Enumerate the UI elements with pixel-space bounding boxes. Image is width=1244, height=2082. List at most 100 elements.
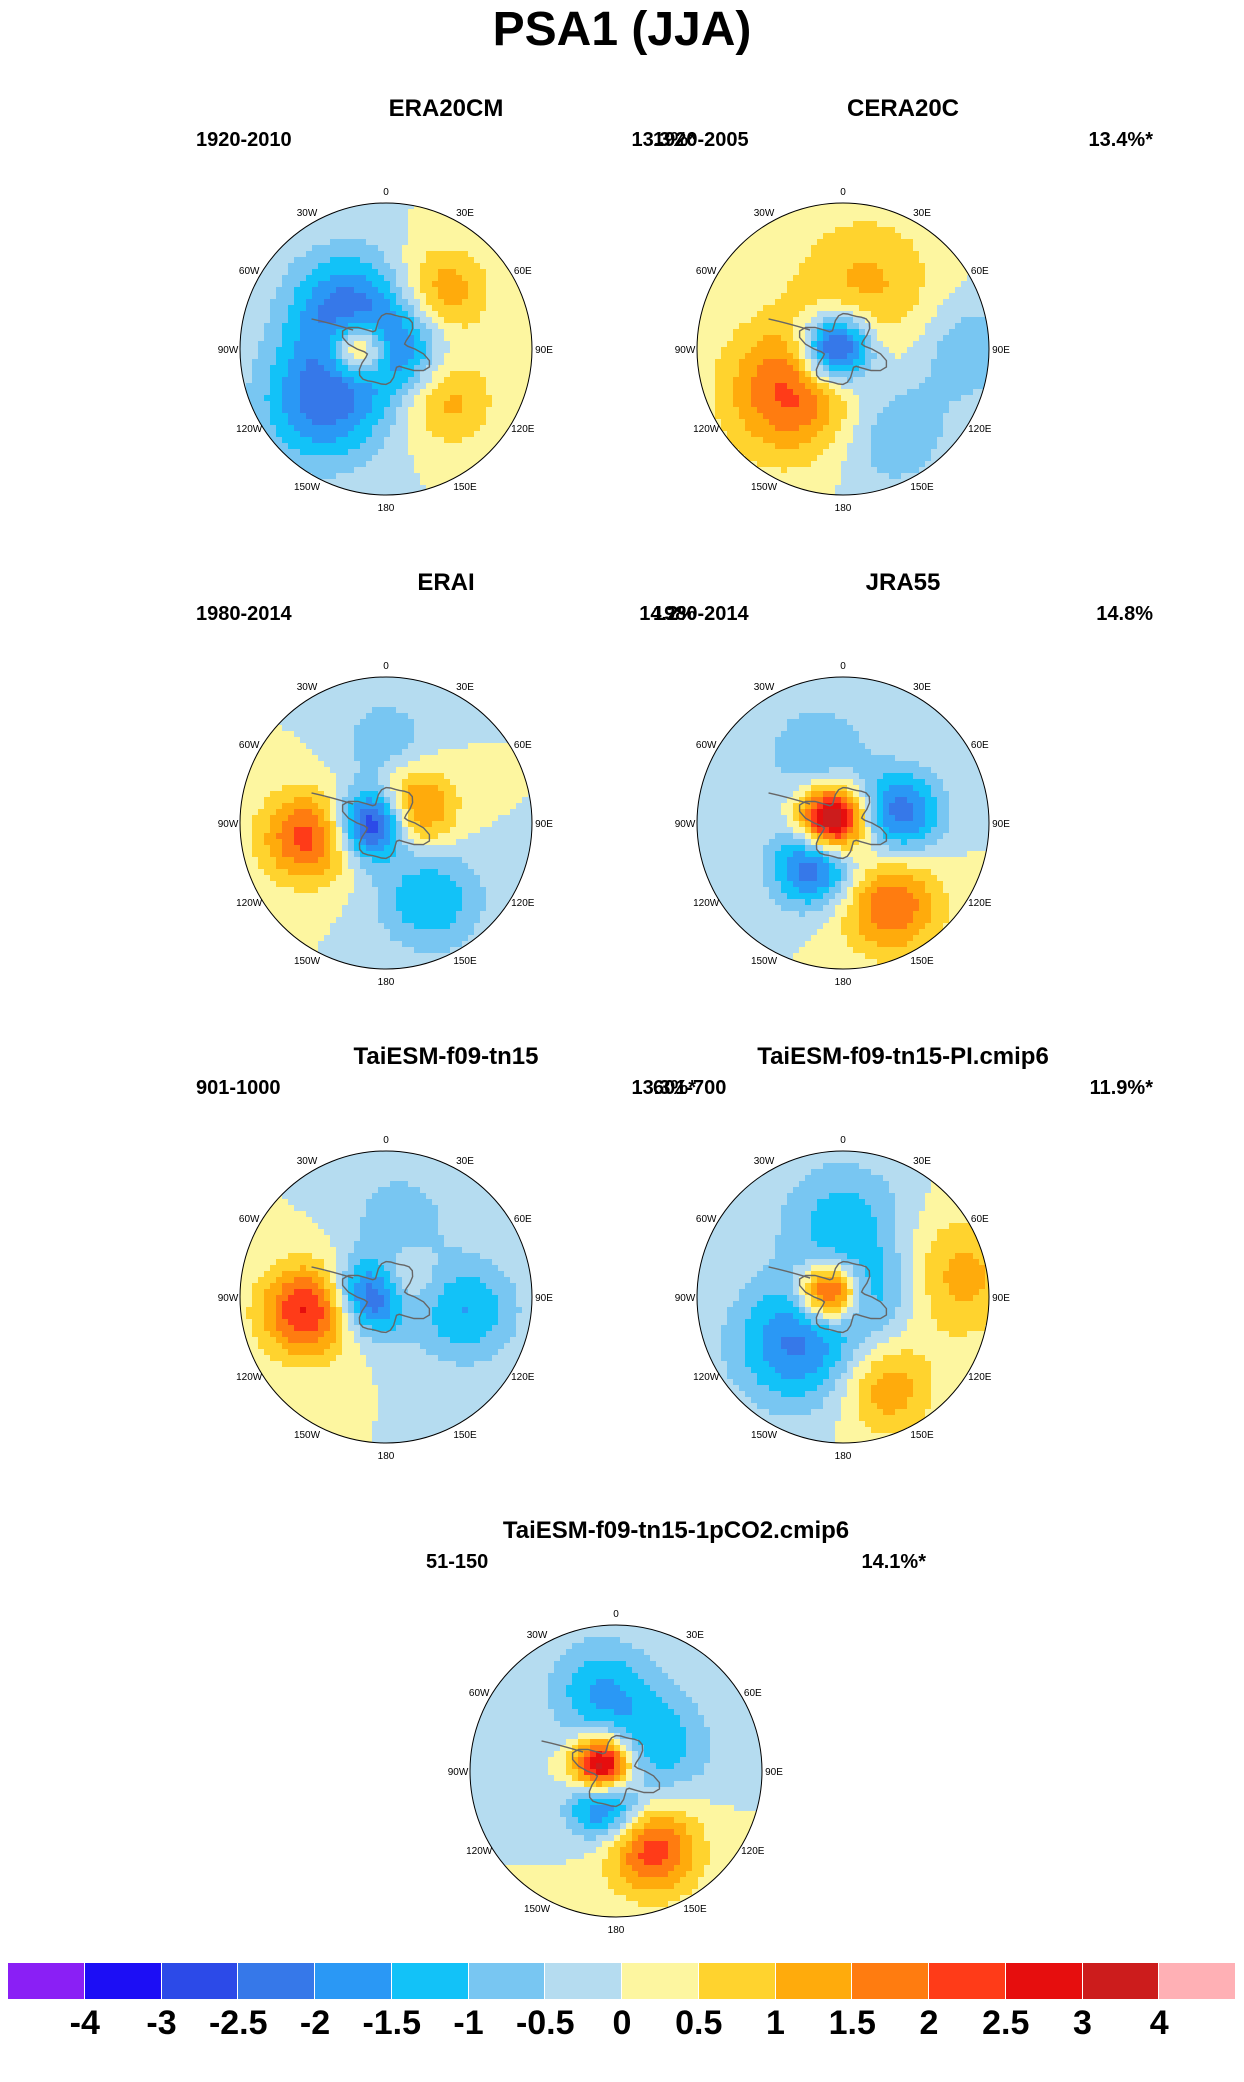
lon-label-90w: 90W bbox=[675, 1293, 696, 1304]
colorbar-box-13 bbox=[1005, 1963, 1083, 1999]
lon-label-90w: 90W bbox=[675, 345, 696, 356]
lon-label-150e: 150E bbox=[453, 482, 477, 493]
panel-variance: 13.4%* bbox=[1088, 129, 1154, 151]
lon-label-30e: 30E bbox=[456, 682, 474, 693]
lon-label-120w: 120W bbox=[236, 1372, 263, 1383]
colorbar-box-9 bbox=[698, 1963, 776, 1999]
lon-label-120w: 120W bbox=[693, 898, 720, 909]
lon-label-90w: 90W bbox=[675, 819, 696, 830]
map-boundary bbox=[696, 676, 990, 970]
lon-label-60e: 60E bbox=[514, 266, 532, 277]
lon-label-0: 0 bbox=[383, 1135, 389, 1146]
peninsula-coastline bbox=[311, 1266, 354, 1279]
polar-map: 0 30E 60E 90E 120E 150E 180 150W 120W 90W 60W 30W bbox=[675, 1135, 1011, 1462]
peninsula-coastline bbox=[311, 318, 354, 331]
colorbar-box-12 bbox=[929, 1963, 1006, 1999]
lon-label-0: 0 bbox=[383, 187, 389, 198]
lon-label-60w: 60W bbox=[696, 740, 717, 751]
lon-label-90e: 90E bbox=[765, 1767, 783, 1778]
lon-label-30e: 30E bbox=[913, 208, 931, 219]
lon-label-180: 180 bbox=[835, 1451, 852, 1462]
panel-variance: 13.3%* bbox=[631, 129, 697, 151]
map-panel-taiesm-pi: TaiESM-f09-tn15-PI.cmip6 601-700 11.9%* … bbox=[653, 1043, 1153, 1503]
lon-label-150e: 150E bbox=[910, 956, 934, 967]
lon-label-180: 180 bbox=[378, 977, 395, 988]
lon-label-90e: 90E bbox=[535, 1293, 553, 1304]
map-panel-erai: ERAI 1980-2014 14.2% 0 30E 60E 90E 120E 150E 1… bbox=[196, 569, 696, 1029]
colorbar-label: 2.5 bbox=[982, 2004, 1030, 2042]
lon-label-30w: 30W bbox=[754, 682, 775, 693]
colorbar-box-2 bbox=[161, 1963, 239, 1999]
lon-label-180: 180 bbox=[608, 1925, 625, 1936]
lon-label-150w: 150W bbox=[751, 1430, 778, 1441]
lon-label-150w: 150W bbox=[524, 1904, 551, 1915]
map-panel-taiesm-1pco2: TaiESM-f09-tn15-1pCO2.cmip6 51-150 14.1%… bbox=[426, 1517, 926, 1977]
panel-period: 1920-2005 bbox=[653, 129, 749, 151]
colorbar-label: 3 bbox=[1073, 2004, 1092, 2042]
antarctica-coastline bbox=[341, 312, 431, 386]
lon-label-30e: 30E bbox=[686, 1630, 704, 1641]
colorbar-box-10 bbox=[775, 1963, 853, 1999]
map-panel-jra55: JRA55 1980-2014 14.8% 0 30E 60E 90E 120E 150E… bbox=[653, 569, 1153, 1029]
polar-map: 0 30E 60E 90E 120E 150E 180 150W 120W 90W 60W 30W bbox=[675, 661, 1011, 988]
lon-label-120e: 120E bbox=[968, 898, 992, 909]
map-boundary bbox=[239, 202, 533, 496]
polar-map: 0 30E 60E 90E 120E 150E 180 150W 120W 90W 60W 30W bbox=[218, 187, 554, 514]
lon-label-30w: 30W bbox=[754, 1156, 775, 1167]
lon-label-90w: 90W bbox=[218, 1293, 239, 1304]
lon-label-120w: 120W bbox=[693, 424, 720, 435]
lon-label-0: 0 bbox=[383, 661, 389, 672]
map-boundary bbox=[469, 1624, 763, 1918]
lon-label-150e: 150E bbox=[453, 1430, 477, 1441]
lon-label-90e: 90E bbox=[992, 1293, 1010, 1304]
antarctica-coastline bbox=[798, 312, 888, 386]
lon-label-120e: 120E bbox=[741, 1846, 765, 1857]
lon-label-0: 0 bbox=[840, 1135, 846, 1146]
colorbar-label: -1 bbox=[453, 2004, 484, 2042]
map-boundary bbox=[696, 1150, 990, 1444]
map-panel-era20cm: ERA20CM 1920-2010 13.3%* 0 30E 60E 90E 120E 1… bbox=[196, 95, 696, 555]
lon-label-150w: 150W bbox=[294, 956, 321, 967]
map-boundary bbox=[239, 1150, 533, 1444]
anomaly-field bbox=[470, 1625, 762, 1917]
panel-title: TaiESM-f09-tn15-PI.cmip6 bbox=[757, 1043, 1049, 1070]
lon-label-90e: 90E bbox=[535, 819, 553, 830]
panel-period: 1980-2014 bbox=[196, 603, 292, 625]
lon-label-150w: 150W bbox=[294, 1430, 321, 1441]
lon-label-180: 180 bbox=[378, 1451, 395, 1462]
panel-variance: 14.2% bbox=[639, 603, 696, 625]
lon-label-60w: 60W bbox=[696, 266, 717, 277]
colorbar-label: 2 bbox=[919, 2004, 939, 2042]
lon-label-150e: 150E bbox=[453, 956, 477, 967]
lon-label-30w: 30W bbox=[297, 682, 318, 693]
antarctica-coastline bbox=[798, 786, 888, 860]
polar-map: 0 30E 60E 90E 120E 150E 180 150W 120W 90W 60W 30W bbox=[218, 661, 554, 988]
colorbar-box-15 bbox=[1159, 1963, 1236, 1999]
antarctica-coastline bbox=[798, 1260, 888, 1334]
lon-label-90e: 90E bbox=[992, 345, 1010, 356]
colorbar-label: 1 bbox=[766, 2004, 785, 2042]
panel-variance: 14.1%* bbox=[861, 1551, 927, 1573]
lon-label-90w: 90W bbox=[218, 345, 239, 356]
peninsula-coastline bbox=[768, 792, 811, 805]
colorbar-box-14 bbox=[1082, 1963, 1160, 1999]
colorbar-box-6 bbox=[468, 1963, 546, 1999]
lon-label-30e: 30E bbox=[913, 1156, 931, 1167]
lon-label-30e: 30E bbox=[913, 682, 931, 693]
panel-title: TaiESM-f09-tn15 bbox=[353, 1043, 539, 1070]
lon-label-60e: 60E bbox=[744, 1688, 762, 1699]
colorbar bbox=[8, 1963, 1236, 1999]
lon-label-120e: 120E bbox=[968, 424, 992, 435]
lon-label-90e: 90E bbox=[535, 345, 553, 356]
lon-label-0: 0 bbox=[613, 1609, 619, 1620]
colorbar-label: -2 bbox=[299, 2004, 331, 2042]
lon-label-120w: 120W bbox=[236, 424, 263, 435]
panel-variance: 13.3%* bbox=[631, 1077, 697, 1099]
colorbar-box-1 bbox=[84, 1963, 162, 1999]
peninsula-coastline bbox=[768, 318, 811, 331]
colorbar-box-0 bbox=[8, 1963, 85, 1999]
colorbar-box-8 bbox=[622, 1963, 699, 1999]
panel-period: 601-700 bbox=[653, 1077, 727, 1099]
lon-label-60e: 60E bbox=[971, 1214, 989, 1225]
anomaly-field bbox=[240, 677, 532, 969]
